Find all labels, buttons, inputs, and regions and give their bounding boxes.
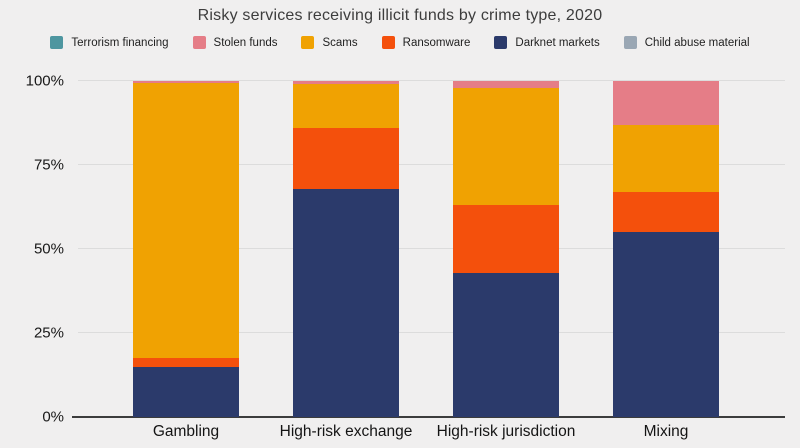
legend-label: Ransomware — [402, 36, 471, 49]
bar-segment-stolen-funds — [293, 81, 399, 85]
bar-segment-darknet-markets — [133, 366, 239, 417]
bar-high-risk-jurisdiction — [453, 81, 559, 417]
gridline-75 — [78, 164, 785, 165]
bar-segment-scams — [453, 87, 559, 206]
bar-gambling — [133, 81, 239, 417]
bar-segment-ransomware — [293, 128, 399, 189]
plot-area — [72, 80, 785, 418]
legend-swatch-icon — [381, 36, 395, 49]
gridline-100 — [78, 80, 785, 81]
bar-segment-darknet-markets — [453, 272, 559, 417]
legend-label: Scams — [322, 36, 358, 49]
legend: Terrorism financing Stolen funds Scams Rans… — [0, 36, 800, 49]
legend-item-darknet-markets[interactable]: Darknet markets — [494, 36, 600, 49]
y-tick-label-100: 100% — [25, 72, 64, 90]
legend-swatch-icon — [301, 36, 315, 49]
x-tick-label-high-risk-jurisdiction: High-risk jurisdiction — [436, 423, 576, 440]
legend-swatch-icon — [623, 36, 637, 49]
x-tick-label-high-risk-exchange: High-risk exchange — [279, 423, 413, 440]
legend-label: Terrorism financing — [71, 36, 169, 49]
bar-high-risk-exchange — [293, 81, 399, 417]
legend-item-terrorism-financing[interactable]: Terrorism financing — [50, 36, 169, 49]
bar-segment-stolen-funds — [613, 81, 719, 125]
bar-segment-darknet-markets — [613, 232, 719, 417]
bar-mixing — [613, 81, 719, 417]
legend-label: Child abuse material — [644, 36, 750, 49]
bar-segment-stolen-funds — [453, 81, 559, 88]
y-tick-label-25: 25% — [33, 324, 64, 342]
x-axis-labels: Gambling High-risk exchange High-risk juri… — [78, 423, 785, 445]
gridline-50 — [78, 248, 785, 249]
bar-segment-scams — [293, 84, 399, 129]
legend-swatch-icon — [192, 36, 206, 49]
bar-segment-stolen-funds — [133, 81, 239, 83]
legend-item-ransomware[interactable]: Ransomware — [381, 36, 471, 49]
bar-segment-ransomware — [613, 191, 719, 233]
gridline-25 — [78, 332, 785, 333]
x-axis-line — [72, 416, 785, 418]
legend-item-stolen-funds[interactable]: Stolen funds — [192, 36, 278, 49]
bar-segment-ransomware — [133, 358, 239, 367]
legend-swatch-icon — [50, 36, 64, 49]
legend-item-child-abuse-material[interactable]: Child abuse material — [623, 36, 750, 49]
x-tick-label-mixing: Mixing — [643, 423, 689, 440]
bar-segment-ransomware — [453, 205, 559, 273]
bar-segment-darknet-markets — [293, 188, 399, 417]
bar-segment-scams — [133, 82, 239, 359]
x-tick-label-gambling: Gambling — [152, 423, 220, 440]
y-tick-label-0: 0% — [42, 408, 64, 426]
y-tick-label-50: 50% — [33, 240, 64, 258]
chart-title: Risky services receiving illicit funds b… — [197, 7, 603, 24]
bar-segment-scams — [613, 124, 719, 192]
legend-swatch-icon — [494, 36, 508, 49]
legend-label: Darknet markets — [515, 36, 600, 49]
legend-item-scams[interactable]: Scams — [301, 36, 358, 49]
y-axis-labels: 0% 25% 50% 75% 100% — [0, 73, 70, 426]
legend-label: Stolen funds — [213, 36, 278, 49]
y-tick-label-75: 75% — [33, 156, 64, 174]
